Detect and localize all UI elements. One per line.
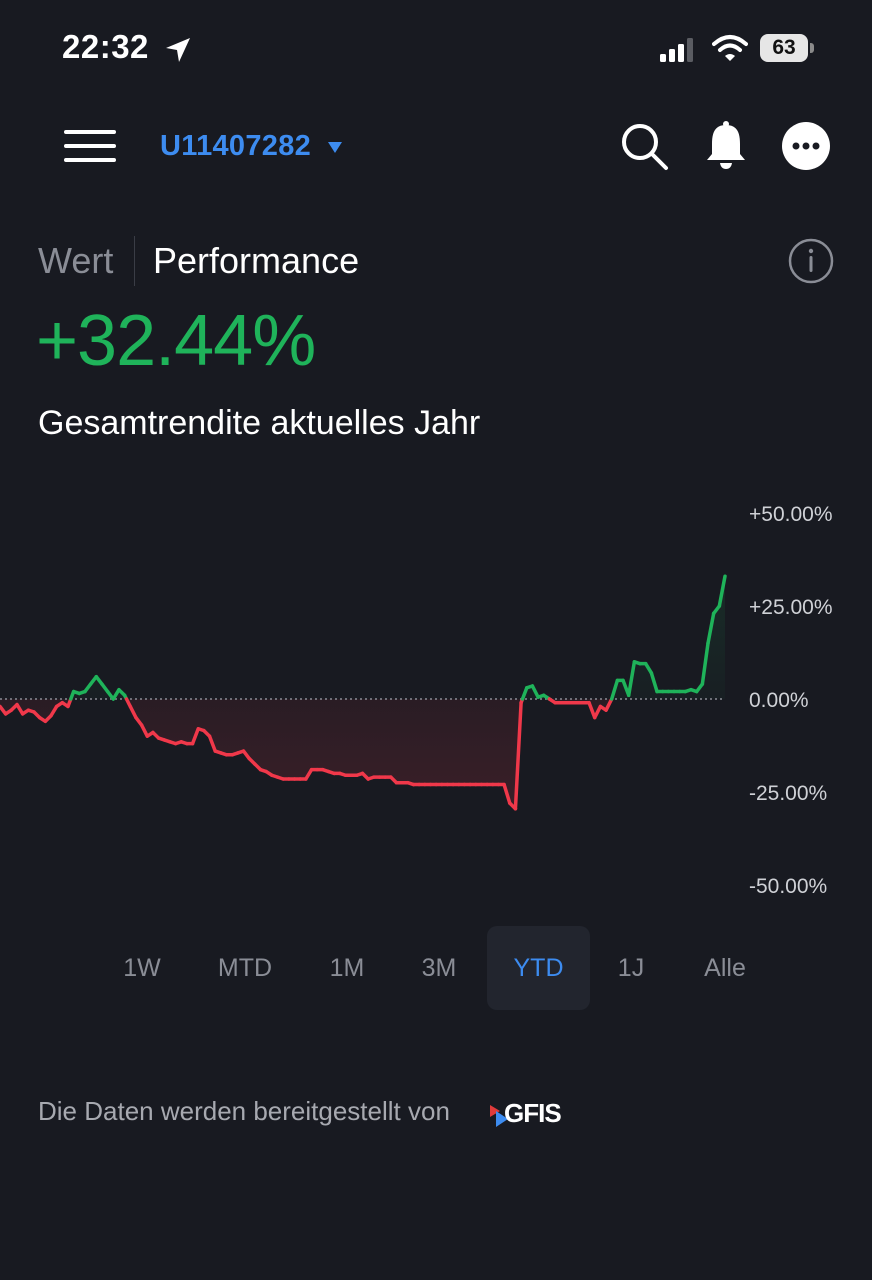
search-icon[interactable] (620, 122, 670, 172)
chart-line-segment (15, 702, 25, 716)
chart-line-segment (643, 661, 654, 675)
y-tick-label: +25.00% (749, 596, 833, 619)
chart-line-segment (139, 723, 150, 738)
range-selector: 1W MTD 1M 3M YTD 1J Alle (0, 926, 872, 1010)
status-time: 22:32 (62, 28, 149, 65)
performance-caption: Gesamtrendite aktuelles Jahr (38, 404, 481, 442)
chart-line-segment (706, 611, 716, 645)
chart-line-segment (207, 734, 217, 753)
chart-line-segment (111, 687, 121, 701)
negative-area (0, 699, 725, 809)
chart-area-fill (0, 576, 725, 809)
range-ytd[interactable]: YTD (487, 926, 590, 1010)
chart-line-segment (649, 671, 659, 694)
signal-icon (660, 38, 693, 62)
y-tick-label: -25.00% (749, 782, 827, 805)
chart-line-segment (700, 641, 710, 686)
positive-area (0, 576, 725, 699)
range-1w[interactable]: 1W (123, 954, 161, 982)
chart-line-segment (626, 660, 637, 698)
chart-line-segment (304, 767, 314, 781)
chart-line (0, 574, 727, 811)
more-icon[interactable] (782, 122, 830, 170)
wifi-icon (712, 35, 748, 61)
battery-level: 63 (772, 36, 796, 59)
range-alle[interactable]: Alle (704, 954, 746, 982)
performance-value: +32.44% (36, 301, 316, 381)
tab-performance[interactable]: Performance (153, 240, 360, 281)
y-tick-label: +50.00% (749, 503, 833, 526)
battery-icon: 63 (760, 34, 816, 64)
tab-divider (134, 236, 135, 286)
chart-line-segment (520, 686, 529, 701)
menu-icon[interactable] (64, 128, 116, 164)
chart-line-segment (502, 782, 512, 805)
chart-line-segment (592, 704, 603, 720)
y-tick-label: -50.00% (749, 875, 827, 898)
data-provider-text: Die Daten werden bereitgestellt von (38, 1096, 450, 1126)
account-selector[interactable]: U11407282 (160, 130, 312, 162)
chart-line-segment (128, 704, 138, 720)
info-icon[interactable] (788, 238, 834, 284)
chart-line-segment (609, 678, 620, 701)
tab-wert[interactable]: Wert (38, 240, 114, 281)
range-1m[interactable]: 1M (329, 954, 365, 982)
chart-line-segment (604, 697, 614, 712)
chart-line-segment (190, 727, 200, 746)
gfis-logo: GFIS (490, 1098, 562, 1128)
chart-line-segment (513, 700, 523, 811)
range-3m[interactable]: 3M (421, 954, 457, 982)
caret-down-icon[interactable] (327, 140, 343, 154)
bell-icon[interactable] (704, 120, 748, 170)
chart-line-segment (587, 700, 597, 720)
location-arrow-icon (166, 38, 190, 62)
y-tick-label: 0.00% (749, 689, 809, 712)
performance-chart[interactable]: +50.00% +25.00% 0.00% -25.00% -50.00% (0, 480, 872, 920)
svg-text:GFIS: GFIS (504, 1098, 561, 1128)
range-mtd[interactable]: MTD (217, 954, 273, 982)
chart-line-segment (49, 704, 59, 718)
y-axis-labels: +50.00% +25.00% 0.00% -25.00% -50.00% (749, 503, 833, 898)
chart-line-segment (530, 684, 540, 699)
chart-line-segment (717, 574, 727, 608)
range-1j[interactable]: 1J (617, 954, 645, 982)
